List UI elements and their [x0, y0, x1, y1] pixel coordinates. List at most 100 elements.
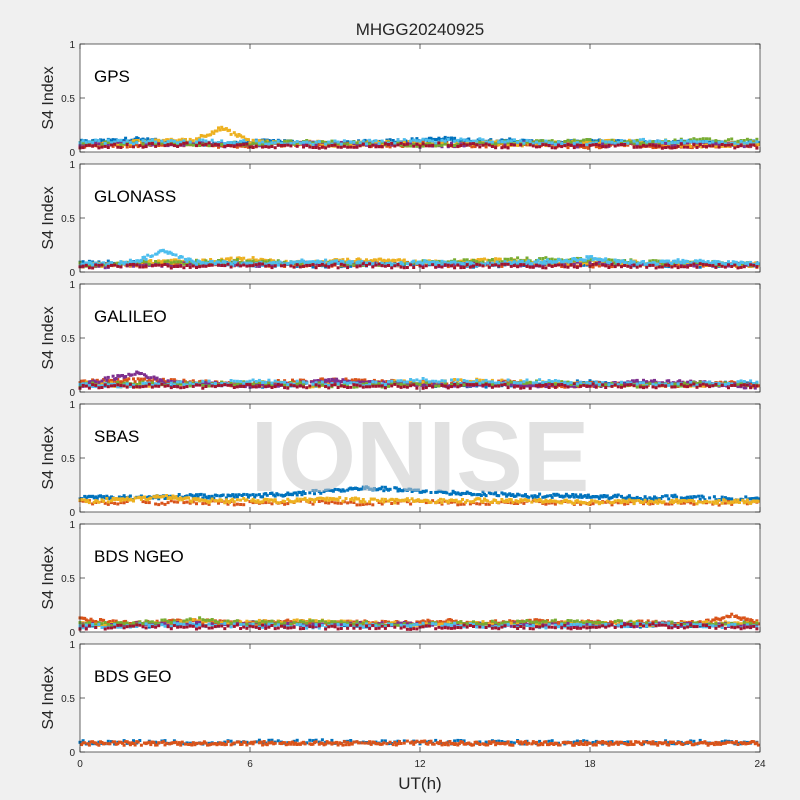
- data-point: [103, 142, 107, 145]
- data-point: [733, 260, 737, 264]
- data-point: [692, 260, 696, 264]
- data-point: [692, 143, 696, 147]
- data-point: [624, 261, 628, 264]
- data-point: [539, 260, 543, 264]
- data-point: [566, 380, 570, 384]
- data-point: [382, 380, 386, 384]
- data-point: [176, 262, 180, 266]
- data-point: [83, 139, 87, 143]
- data-point: [182, 378, 186, 382]
- data-point: [297, 383, 301, 387]
- data-point: [396, 138, 400, 142]
- data-point: [163, 262, 167, 266]
- data-point: [265, 384, 269, 388]
- data-point: [235, 145, 239, 149]
- data-point: [97, 139, 101, 143]
- data-point: [613, 139, 617, 143]
- data-point: [506, 146, 510, 150]
- data-point: [365, 142, 368, 146]
- data-point: [588, 138, 592, 142]
- data-point: [717, 145, 721, 149]
- data-point: [708, 137, 712, 141]
- data-point: [212, 131, 216, 135]
- data-point: [130, 373, 134, 377]
- data-point: [188, 257, 192, 261]
- data-point: [283, 383, 287, 387]
- data-point: [188, 384, 192, 388]
- data-point: [645, 265, 649, 269]
- data-point: [590, 138, 594, 142]
- data-point: [180, 140, 184, 144]
- data-point: [421, 140, 425, 144]
- data-point: [122, 141, 126, 145]
- data-point: [734, 142, 738, 146]
- data-point: [352, 263, 356, 267]
- data-point: [324, 258, 328, 262]
- data-point: [651, 380, 655, 384]
- data-point: [711, 140, 715, 144]
- data-point: [446, 144, 450, 148]
- data-point: [239, 143, 243, 147]
- data-point: [228, 128, 231, 132]
- data-point: [342, 142, 346, 146]
- data-point: [421, 261, 425, 265]
- data-point: [267, 262, 271, 266]
- data-point: [717, 140, 721, 144]
- data-point: [609, 143, 612, 147]
- data-point: [424, 264, 428, 268]
- data-point: [744, 386, 748, 390]
- data-point: [450, 264, 453, 268]
- data-point: [711, 144, 715, 148]
- data-point: [461, 381, 464, 385]
- data-point: [305, 263, 309, 267]
- data-point: [94, 138, 98, 142]
- data-point: [139, 138, 143, 142]
- data-point: [623, 264, 627, 267]
- data-point: [654, 144, 658, 148]
- data-point: [254, 139, 258, 143]
- data-point: [138, 379, 142, 383]
- data-point: [550, 263, 554, 267]
- data-point: [577, 142, 581, 146]
- data-point: [563, 265, 567, 269]
- data-point: [176, 141, 180, 145]
- data-point: [100, 263, 104, 267]
- data-point: [207, 263, 211, 267]
- data-point: [432, 260, 436, 264]
- data-point: [597, 264, 601, 268]
- data-point: [679, 263, 683, 267]
- data-point: [443, 135, 447, 139]
- data-point: [454, 141, 458, 145]
- data-point: [264, 264, 268, 268]
- data-point: [160, 141, 164, 145]
- data-point: [733, 141, 737, 145]
- data-point: [251, 256, 255, 260]
- data-point: [550, 261, 554, 265]
- data-point: [686, 141, 690, 145]
- data-point: [533, 140, 537, 144]
- data-point: [264, 145, 268, 149]
- data-point: [541, 257, 545, 260]
- data-point: [714, 139, 718, 143]
- data-point: [210, 144, 214, 148]
- data-point: [302, 262, 305, 266]
- data-point: [322, 261, 326, 265]
- data-point: [314, 262, 318, 266]
- data-point: [248, 141, 252, 145]
- data-point: [284, 140, 288, 144]
- data-point: [209, 133, 213, 137]
- data-point: [292, 265, 296, 269]
- data-point: [328, 144, 332, 148]
- data-point: [127, 263, 131, 267]
- data-point: [613, 258, 617, 262]
- data-point: [423, 383, 427, 387]
- data-point: [172, 260, 176, 264]
- data-point: [470, 145, 474, 149]
- data-point: [405, 382, 409, 386]
- data-point: [437, 143, 441, 147]
- data-point: [557, 144, 560, 148]
- data-point: [382, 142, 386, 146]
- data-point: [201, 264, 205, 268]
- data-point: [106, 264, 110, 268]
- data-point: [728, 142, 732, 146]
